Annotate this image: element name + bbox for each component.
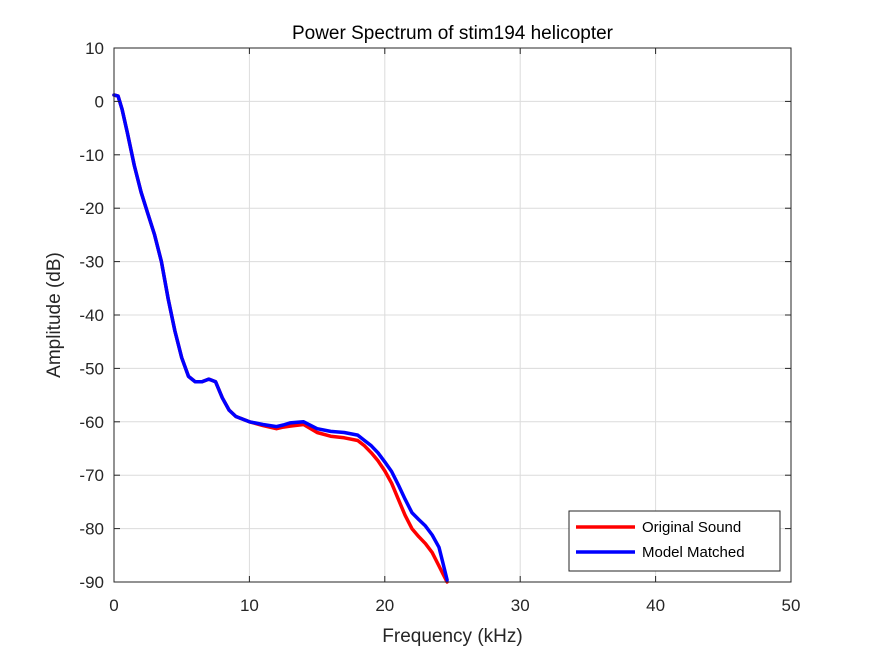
plot-series <box>112 93 449 584</box>
x-tick-label: 10 <box>240 596 259 615</box>
y-tick-label: -30 <box>79 253 104 272</box>
legend-box <box>568 510 781 572</box>
y-axis-label: Amplitude (dB) <box>44 252 65 378</box>
y-tick-label: 10 <box>85 39 104 58</box>
x-tick-label: 30 <box>511 596 530 615</box>
grid-lines <box>113 47 792 583</box>
y-tick-label: -40 <box>79 306 104 325</box>
x-axis-label: Frequency (kHz) <box>382 626 522 647</box>
series-line-2 <box>112 93 449 582</box>
x-tick-label: 20 <box>375 596 394 615</box>
chart-title: Power Spectrum of stim194 helicopter <box>292 23 614 44</box>
y-tick-label: -90 <box>79 573 104 592</box>
y-tick-label: -70 <box>79 466 104 485</box>
y-tick-label: -80 <box>79 520 104 539</box>
axis-ticks: 0 10 20 30 40 50 10 0 -10 -20 -30 -40 -50 -60 -70 -80 -9… <box>79 39 800 615</box>
x-tick-label: 50 <box>782 596 801 615</box>
y-tick-label: 0 <box>95 92 104 111</box>
y-tick-label: -20 <box>79 199 104 218</box>
legend-label-2: Model Matched <box>642 544 745 561</box>
y-tick-label: -50 <box>79 359 104 378</box>
x-tick-label: 0 <box>109 596 118 615</box>
legend-label-1: Original Sound <box>642 519 741 536</box>
y-tick-label: -60 <box>79 413 104 432</box>
legend: Original Sound Model Matched <box>568 510 781 572</box>
y-tick-label: -10 <box>79 146 104 165</box>
x-tick-label: 40 <box>646 596 665 615</box>
